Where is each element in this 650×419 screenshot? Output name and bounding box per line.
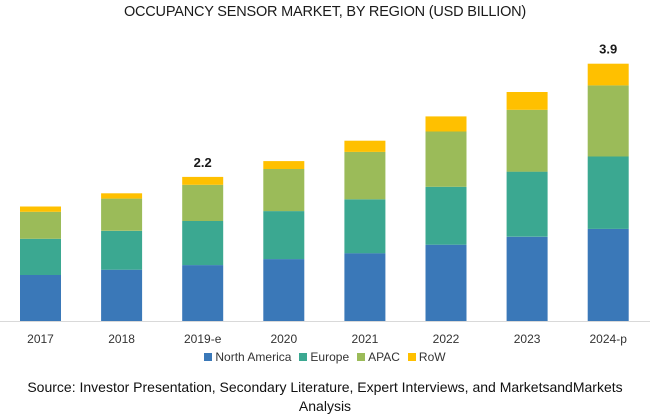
- chart-title: OCCUPANCY SENSOR MARKET, BY REGION (USD …: [123, 4, 527, 20]
- legend-label: RoW: [418, 350, 446, 364]
- bar-europe-2022: [425, 186, 467, 245]
- legend-label: North America: [215, 350, 292, 364]
- legend-swatch: [204, 353, 213, 361]
- x-tick-label: 2017: [27, 332, 54, 346]
- bar-row-2017: [20, 206, 61, 212]
- bar-north-america-2021: [344, 253, 386, 321]
- bar-europe-2020: [263, 211, 305, 260]
- bar-north-america-2019-e: [182, 265, 224, 321]
- total-labels: 2.2 3.9: [194, 42, 618, 170]
- bar-apac-2019-e: [182, 184, 224, 221]
- bar-north-america-2018: [101, 269, 143, 321]
- bar-north-america-2024-p: [587, 228, 629, 321]
- bar-europe-2023: [506, 171, 548, 237]
- legend-swatch: [407, 353, 416, 361]
- bar-north-america-2017: [20, 274, 61, 321]
- total-label-2024-p: 3.9: [599, 42, 617, 57]
- total-label-2019-e: 2.2: [194, 155, 212, 170]
- bar-apac-2018: [101, 198, 143, 231]
- source-note: Source: Investor Presentation, Secondary…: [27, 379, 623, 414]
- chart-plot-area: 2017 2018 2019-e 2020 2021 2022 2023 2024-p 2.2…: [0, 42, 650, 346]
- bar-north-america-2020: [263, 259, 305, 321]
- legend-item-row: RoW: [407, 350, 446, 364]
- x-tick-label: 2020: [270, 332, 297, 346]
- bar-apac-2022: [425, 131, 467, 187]
- x-tick-label: 2024-p: [590, 332, 628, 346]
- x-tick-label: 2021: [352, 332, 379, 346]
- bar-apac-2023: [506, 109, 548, 172]
- legend-item-north-america: North America: [204, 350, 291, 364]
- bar-row-2023: [506, 92, 548, 110]
- bar-north-america-2022: [425, 244, 467, 321]
- x-tick-labels: 2017 2018 2019-e 2020 2021 2022 2023 2024-p: [27, 332, 627, 346]
- bar-row-2024-p: [587, 63, 629, 86]
- legend-swatch: [299, 353, 308, 361]
- x-tick-label: 2023: [514, 332, 541, 346]
- bar-apac-2017: [20, 211, 61, 239]
- bar-row-2021: [344, 140, 386, 152]
- legend: North America Europe APAC RoW: [0, 350, 650, 364]
- bar-europe-2018: [101, 230, 143, 270]
- legend-swatch: [357, 353, 366, 361]
- x-tick-label: 2022: [433, 332, 460, 346]
- bar-apac-2021: [344, 151, 386, 200]
- bar-row-2019-e: [182, 176, 224, 185]
- bars-layer: [20, 63, 629, 321]
- bar-apac-2020: [263, 169, 305, 212]
- bar-europe-2024-p: [587, 156, 629, 229]
- legend-label: Europe: [310, 350, 350, 364]
- bar-apac-2024-p: [587, 85, 629, 157]
- bar-row-2020: [263, 161, 305, 169]
- bar-north-america-2023: [506, 236, 548, 321]
- legend-item-europe: Europe: [299, 350, 349, 364]
- bar-europe-2017: [20, 238, 61, 275]
- bar-row-2018: [101, 193, 143, 199]
- bar-row-2022: [425, 116, 467, 132]
- x-tick-label: 2018: [108, 332, 135, 346]
- x-tick-label: 2019-e: [184, 332, 222, 346]
- legend-label: APAC: [368, 350, 400, 364]
- bar-europe-2019-e: [182, 221, 224, 266]
- bar-europe-2021: [344, 199, 386, 254]
- legend-item-apac: APAC: [357, 350, 400, 364]
